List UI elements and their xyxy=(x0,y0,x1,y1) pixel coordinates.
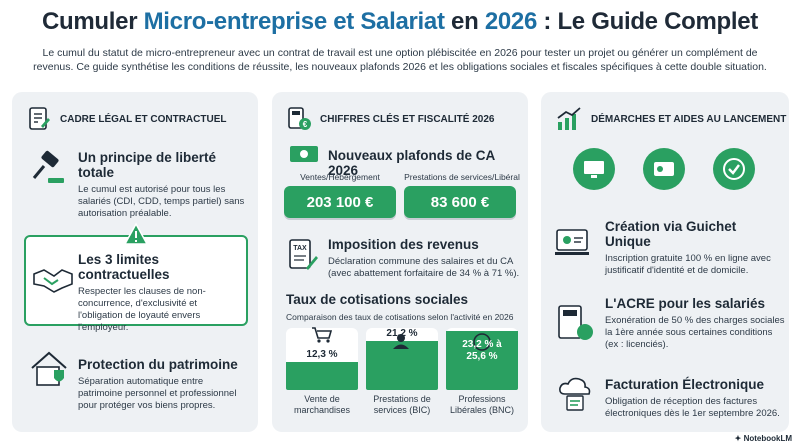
tax-bar-value: 21,2 % xyxy=(386,328,418,339)
tax-category-label: Prestations de services (BIC) xyxy=(373,394,431,415)
plafonds-title: Nouveaux plafonds de CA 2026 xyxy=(328,148,495,178)
demarche-item-guichet: Création via Guichet Unique Inscription … xyxy=(605,219,771,276)
cart-icon xyxy=(311,326,333,349)
column-heading: CADRE LÉGAL ET CONTRACTUEL xyxy=(26,106,226,132)
cloud-invoice-icon xyxy=(559,377,591,411)
contract-icon xyxy=(29,107,50,130)
legal-item-liberte: Un principe de liberté totale Le cumul e… xyxy=(78,150,245,219)
tax-category-label: Vente de marchandises xyxy=(293,394,351,415)
warning-icon xyxy=(123,222,149,245)
banknote-icon xyxy=(290,146,318,162)
tax-card: 23,2 % à 25,6 % xyxy=(446,328,518,390)
checkmark-circle-icon xyxy=(713,148,755,190)
taux-section: Taux de cotisations sociales Comparaison… xyxy=(286,292,514,322)
plafond-services-label: Prestations de services/Libéral xyxy=(404,172,520,182)
tax-bar xyxy=(446,331,518,390)
house-shield-icon xyxy=(31,351,67,386)
growth-chart-icon xyxy=(557,107,581,130)
plafond-ventes-label: Ventes/Hébergement xyxy=(300,172,380,182)
column-heading: € CHIFFRES CLÉS ET FISCALITÉ 2026 xyxy=(286,106,494,132)
online-registration-icon xyxy=(555,229,589,255)
tax-card: 12,3 % xyxy=(286,326,358,390)
imposition-item: Imposition des revenus Déclaration commu… xyxy=(328,237,520,279)
handshake-icon xyxy=(33,269,73,293)
tax-document-icon: TAX xyxy=(289,239,318,270)
tax-category-label: Professions Libérales (BNC) xyxy=(449,394,515,415)
column-heading: DÉMARCHES ET AIDES AU LANCEMENT xyxy=(555,106,786,132)
brain-icon xyxy=(471,332,493,357)
gavel-icon xyxy=(32,150,64,183)
demarche-item-acre: L'ACRE pour les salariés Exonération de … xyxy=(605,296,785,350)
plafond-services-value: 83 600 € xyxy=(404,186,516,218)
tax-bar xyxy=(286,362,358,390)
tax-card: 21,2 % xyxy=(366,328,438,390)
intro-text: Le cumul du statut de micro-entrepreneur… xyxy=(33,47,767,73)
tax-bar-value: 12,3 % xyxy=(306,349,338,360)
plafond-ventes-value: 203 100 € xyxy=(284,186,396,218)
brand-badge: ✦ NotebookLM xyxy=(734,434,792,443)
id-card-circle-icon xyxy=(643,148,685,190)
svg-text:€: € xyxy=(303,120,308,129)
legal-item-patrimoine: Protection du patrimoine Séparation auto… xyxy=(78,357,238,411)
calculator-icon: € xyxy=(288,107,311,130)
computer-circle-icon xyxy=(573,148,615,190)
tax-bar xyxy=(366,341,438,390)
person-icon xyxy=(391,332,411,355)
demarche-item-facturation: Facturation Électronique Obligation de r… xyxy=(605,377,780,419)
page-title: Cumuler Micro-entreprise et Salariat en … xyxy=(41,8,758,35)
legal-item-limites: Les 3 limites contractuelles Respecter l… xyxy=(78,252,206,333)
svg-text:TAX: TAX xyxy=(293,245,307,252)
calculator-coin-icon xyxy=(558,305,593,340)
column-demarches: DÉMARCHES ET AIDES AU LANCEMENT Création… xyxy=(541,92,789,432)
column-legal: CADRE LÉGAL ET CONTRACTUEL Un principe d… xyxy=(12,92,258,432)
tax-bar-value: 23,2 % à 25,6 % xyxy=(462,339,502,362)
